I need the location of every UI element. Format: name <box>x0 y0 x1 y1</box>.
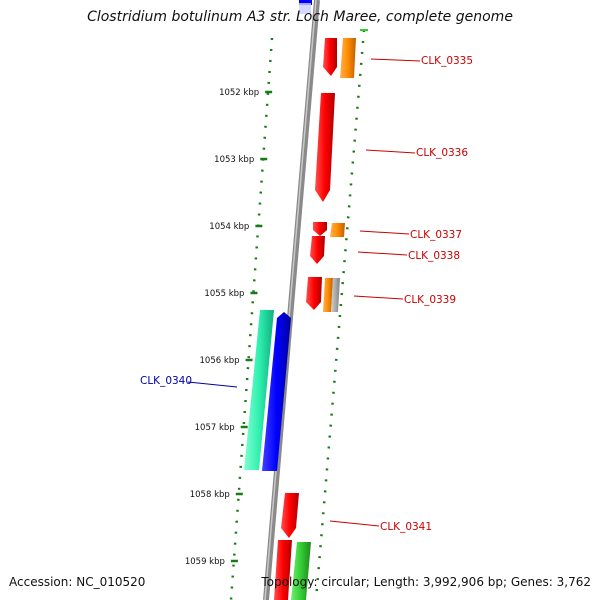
feature-bottom-green <box>291 542 311 600</box>
gene-label-clk-0336[interactable]: CLK_0336 <box>416 147 468 159</box>
cds-clk-0337 <box>313 222 327 236</box>
top-feature-green-tick <box>360 29 368 31</box>
tick-label: 1057 kbp <box>195 423 235 433</box>
scale-ticks: 1052 kbp 1053 kbp 1054 kbp 1055 kbp 1056 kbp… <box>185 88 273 567</box>
cds-clk-0341 <box>281 493 299 538</box>
gene-label-clk-0341[interactable]: CLK_0341 <box>380 521 432 533</box>
callout-line-clk-0341 <box>329 520 380 527</box>
cds-clk-0335 <box>323 38 337 76</box>
gene-label-clk-0335[interactable]: CLK_0335 <box>421 55 473 67</box>
tick-label: 1052 kbp <box>219 88 259 98</box>
accession-text: Accession: NC_010520 <box>9 575 146 589</box>
tick-label: 1054 kbp <box>209 222 249 232</box>
top-feature-shade <box>299 3 311 14</box>
gene-label-clk-0339[interactable]: CLK_0339 <box>404 294 456 306</box>
cds-clk-0340 <box>262 312 291 471</box>
top-feature-blue <box>299 0 312 5</box>
cds-clk-0338 <box>310 236 325 264</box>
gene-callouts: CLK_0335 CLK_0336 CLK_0337 CLK_0338 CLK_… <box>140 55 473 533</box>
backbone-highlight <box>264 0 317 600</box>
cds-clk-0336 <box>315 93 335 202</box>
tick-label: 1058 kbp <box>190 490 230 500</box>
backbone <box>263 0 320 600</box>
callout-line-clk-0339 <box>353 295 404 300</box>
feature-blocks <box>244 38 356 600</box>
tick-label: 1056 kbp <box>200 356 240 366</box>
cds-bottom-red <box>274 540 292 600</box>
feature-orange-0337 <box>330 223 345 237</box>
gene-label-clk-0340[interactable]: CLK_0340 <box>140 375 192 387</box>
rna-feature-0340 <box>244 310 274 470</box>
tick-label: 1055 kbp <box>204 289 244 299</box>
callout-line-clk-0338 <box>357 251 408 256</box>
right-dotted-track <box>314 29 366 600</box>
feature-orange-0335 <box>340 38 356 78</box>
callout-line-clk-0337 <box>359 230 410 235</box>
gene-label-clk-0338[interactable]: CLK_0338 <box>408 250 460 262</box>
callout-line-clk-0340 <box>187 381 238 388</box>
map-title: Clostridium botulinum A3 str. Loch Maree… <box>87 9 513 25</box>
tick-label: 1053 kbp <box>214 155 254 165</box>
gene-label-clk-0337[interactable]: CLK_0337 <box>410 229 462 241</box>
cds-clk-0339 <box>306 277 322 310</box>
tick-label: 1059 kbp <box>185 557 225 567</box>
callout-line-clk-0336 <box>365 149 416 154</box>
callout-line-clk-0335 <box>370 58 421 62</box>
genome-summary-text: Topology: circular; Length: 3,992,906 bp… <box>261 575 591 589</box>
feature-orange-0339 <box>323 278 333 312</box>
feature-gray-0339 <box>331 278 340 312</box>
